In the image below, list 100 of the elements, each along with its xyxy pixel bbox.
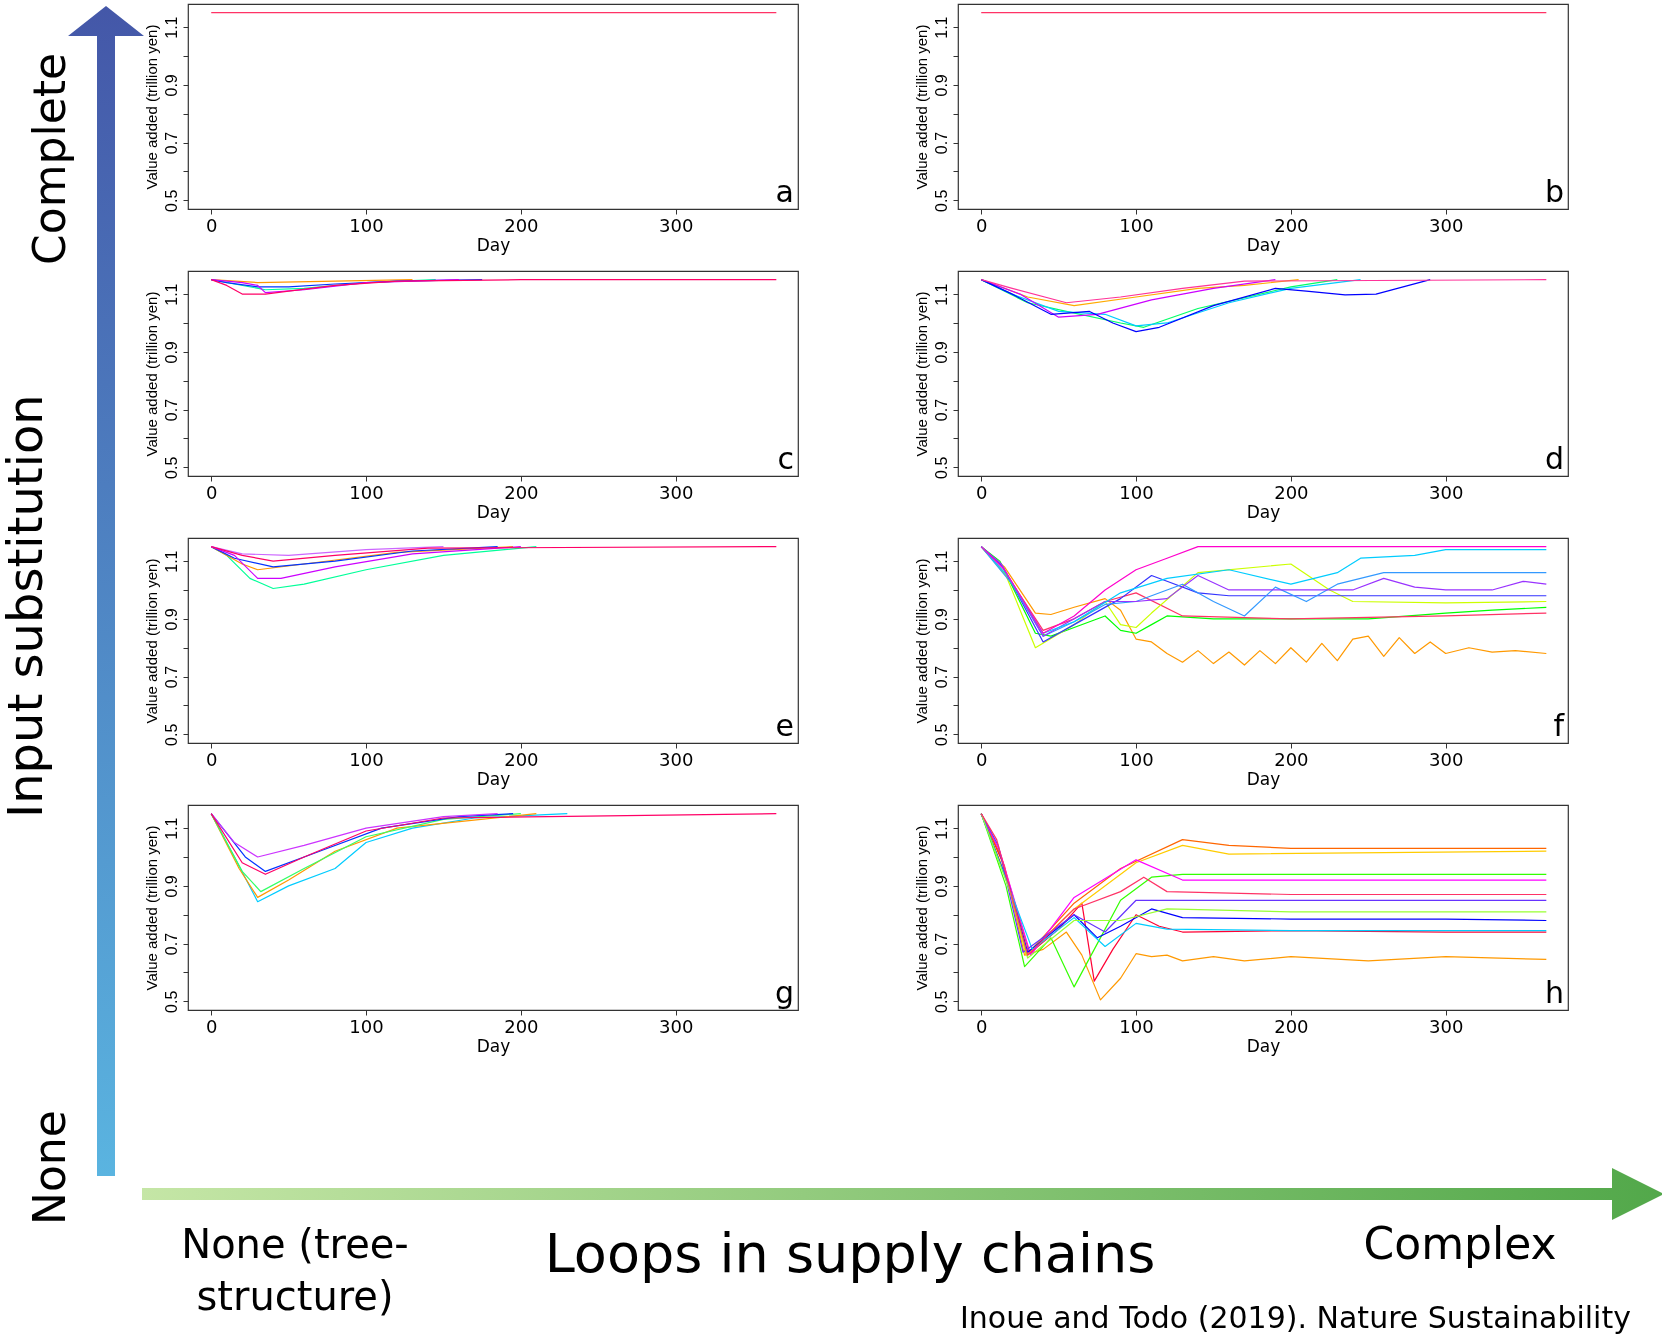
x-tick-label: 200: [1274, 481, 1309, 503]
y-tick-label: 0.9: [932, 608, 950, 631]
annotation: a: [775, 174, 794, 209]
x-tick-label: 200: [504, 1015, 539, 1037]
annotation: g: [774, 975, 794, 1010]
x-tick-label: 100: [1119, 1015, 1154, 1037]
y-tick-label: 1.1: [932, 16, 950, 39]
annotation: d: [1544, 441, 1564, 476]
y-tick-label: 1.1: [932, 550, 950, 573]
line-series: [210, 546, 777, 562]
y-tick-label: 1.1: [162, 283, 180, 306]
annotation: h: [1544, 975, 1564, 1010]
y-tick-label: 0.5: [932, 723, 950, 746]
x-tick-label: 200: [1274, 1015, 1309, 1037]
y-tick-label: 0.5: [162, 990, 180, 1013]
y-tick-label: 0.7: [162, 932, 180, 956]
x-tick-label: 200: [504, 481, 539, 503]
annotation: c: [777, 441, 794, 476]
x-tick-label: 300: [659, 748, 694, 770]
y-tick-label: 0.9: [162, 341, 180, 364]
x-axis-title: Day: [1246, 768, 1281, 789]
y-tick-label: 0.7: [932, 398, 950, 422]
y-tick-label: 0.7: [162, 398, 180, 422]
y-axis-title: Value added (trillion yen): [142, 291, 160, 457]
x-tick-label: 300: [1429, 481, 1464, 503]
x-tick-label: 300: [1429, 748, 1464, 770]
y-tick-label: 0.7: [162, 665, 180, 689]
text: None (tree-structure): [180, 1220, 410, 1321]
y-axis-title: Value added (trillion yen): [912, 825, 930, 991]
x-tick-label: 300: [659, 1015, 694, 1037]
y-tick-label: 0.5: [932, 189, 950, 212]
line-series: [210, 813, 499, 858]
y-tick-label: 0.7: [932, 131, 950, 155]
text: Complex: [1362, 1218, 1558, 1269]
x-tick-label: 100: [1119, 214, 1154, 236]
y-tick-label: 0.5: [162, 456, 180, 479]
text: Complete: [24, 52, 75, 265]
x-axis-title: Day: [1246, 234, 1281, 255]
x-tick-label: 200: [504, 748, 539, 770]
x-tick-label: 0: [976, 1015, 988, 1037]
x-tick-label: 100: [349, 748, 384, 770]
y-axis-title: Value added (trillion yen): [142, 825, 160, 991]
x-tick-label: 300: [1429, 214, 1464, 236]
y-axis-title: Value added (trillion yen): [142, 558, 160, 724]
y-tick-label: 0.5: [932, 456, 950, 479]
x-tick-label: 200: [504, 214, 539, 236]
annotation: e: [775, 708, 794, 743]
x-axis-title: Day: [476, 768, 511, 789]
x-tick-label: 200: [1274, 748, 1309, 770]
y-tick-label: 1.1: [162, 550, 180, 573]
x-tick-label: 200: [1274, 214, 1309, 236]
x-tick-label: 0: [206, 214, 218, 236]
x-axis-title: Day: [476, 501, 511, 522]
y-tick-label: 0.7: [932, 932, 950, 956]
y-axis-title: Value added (trillion yen): [912, 24, 930, 190]
y-tick-label: 0.5: [932, 990, 950, 1013]
x-tick-label: 100: [1119, 748, 1154, 770]
y-tick-label: 0.9: [932, 875, 950, 898]
x-tick-label: 100: [1119, 481, 1154, 503]
x-axis-title: Day: [476, 234, 511, 255]
x-tick-label: 100: [349, 481, 384, 503]
annotation: b: [1544, 174, 1564, 209]
x-axis-title: Day: [1246, 1035, 1281, 1056]
x-tick-label: 0: [976, 481, 988, 503]
y-tick-label: 0.5: [162, 723, 180, 746]
y-tick-label: 0.7: [932, 665, 950, 689]
x-tick-label: 0: [206, 481, 218, 503]
text: Input substitution: [0, 394, 53, 818]
line-series: [980, 279, 1431, 333]
x-axis-title: Day: [1246, 501, 1281, 522]
y-tick-label: 1.1: [932, 817, 950, 840]
line-series: [980, 279, 1547, 304]
text: Loops in supply chains: [543, 1222, 1157, 1285]
y-tick-label: 0.9: [932, 341, 950, 364]
text: None: [24, 1110, 75, 1225]
x-tick-label: 300: [659, 481, 694, 503]
y-axis-title: Value added (trillion yen): [912, 558, 930, 724]
x-tick-label: 0: [976, 214, 988, 236]
y-tick-label: 0.9: [162, 74, 180, 97]
y-tick-label: 0.9: [162, 608, 180, 631]
annotation: f: [1553, 708, 1566, 743]
y-tick-label: 1.1: [932, 283, 950, 306]
line-series: [210, 279, 777, 295]
x-tick-label: 0: [976, 748, 988, 770]
y-axis-title: Value added (trillion yen): [912, 291, 930, 457]
x-tick-label: 300: [1429, 1015, 1464, 1037]
y-tick-label: 1.1: [162, 817, 180, 840]
y-tick-label: 0.9: [932, 74, 950, 97]
x-tick-label: 300: [659, 214, 694, 236]
x-tick-label: 100: [349, 214, 384, 236]
text: Inoue and Todo (2019). Nature Sustainability: [960, 1300, 1632, 1335]
y-tick-label: 0.9: [162, 875, 180, 898]
y-tick-label: 1.1: [162, 16, 180, 39]
line-series: [210, 813, 777, 875]
x-tick-label: 0: [206, 1015, 218, 1037]
x-tick-label: 100: [349, 1015, 384, 1037]
x-tick-label: 0: [206, 748, 218, 770]
y-axis-title: Value added (trillion yen): [142, 24, 160, 190]
y-tick-label: 0.5: [162, 189, 180, 212]
y-tick-label: 0.7: [162, 131, 180, 155]
